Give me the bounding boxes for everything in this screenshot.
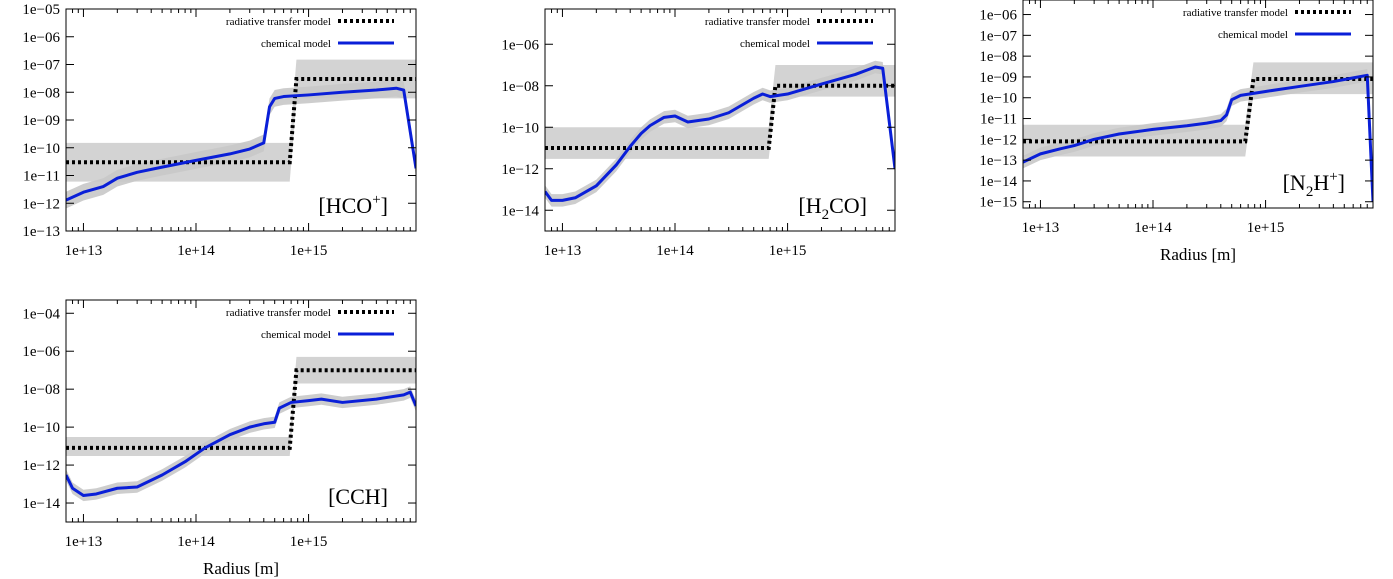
molecule-label: [HCO+]	[318, 192, 388, 218]
legend-label-rt: radiative transfer model	[226, 16, 331, 28]
x-tick-label: 1e+13	[65, 243, 103, 259]
y-tick-label: 1e−11	[23, 169, 60, 185]
legend-label-chem: chemical model	[261, 329, 331, 341]
x-tick-label: 1e+14	[656, 243, 694, 259]
molecule-label: [CCH]	[328, 484, 388, 509]
y-tick-label: 1e−06	[979, 8, 1017, 24]
panel-n2hplus: 1e+13 1e+14 1e+15 1e−06 1e−07 1e−08 1e−09 1e−10…	[979, 0, 1373, 264]
legend-label-chem: chemical model	[740, 38, 810, 50]
y-tick-label: 1e−11	[980, 112, 1017, 128]
x-tick-label: 1e+13	[544, 243, 582, 259]
y-tick-label: 1e−08	[501, 79, 539, 95]
x-tick-label: 1e+14	[177, 243, 215, 259]
y-tick-label: 1e−12	[501, 162, 539, 178]
y-tick-label: 1e−15	[979, 195, 1017, 211]
y-tick-label: 1e−10	[22, 141, 60, 157]
x-tick-label: 1e+14	[177, 534, 215, 550]
x-tick-label: 1e+14	[1134, 220, 1172, 236]
y-tick-label: 1e−04	[22, 306, 60, 322]
panel-h2co: 1e+13 1e+14 1e+15 1e−06 1e−08 1e−10 1e−12 1e−14…	[501, 9, 895, 259]
y-tick-label: 1e−05	[22, 2, 60, 18]
y-tick-label: 1e−08	[22, 85, 60, 101]
x-tick-label: 1e+13	[1022, 220, 1060, 236]
y-tick-label: 1e−07	[979, 28, 1017, 44]
x-tick-label: 1e+15	[290, 534, 328, 550]
x-tick-label: 1e+15	[769, 243, 807, 259]
y-tick-label: 1e−06	[22, 30, 60, 46]
y-tick-label: 1e−09	[22, 113, 60, 129]
y-tick-label: 1e−14	[501, 203, 539, 219]
y-tick-label: 1e−08	[22, 382, 60, 398]
y-tick-label: 1e−10	[501, 120, 539, 136]
plot-area	[66, 357, 416, 501]
y-tick-label: 1e−06	[22, 344, 60, 360]
x-axis-title: Radius [m]	[203, 559, 279, 578]
y-tick-label: 1e−14	[22, 496, 60, 512]
legend-label-rt: radiative transfer model	[705, 16, 810, 28]
x-tick-label: 1e+15	[290, 243, 328, 259]
legend-label-chem: chemical model	[261, 38, 331, 50]
plot-area	[545, 61, 895, 207]
y-tick-label: 1e−09	[979, 70, 1017, 86]
y-tick-label: 1e−07	[22, 58, 60, 74]
legend-label-chem: chemical model	[1218, 29, 1288, 41]
y-tick-label: 1e−13	[22, 224, 60, 240]
molecule-label: [N2H+]	[1283, 169, 1345, 200]
x-tick-label: 1e+15	[1247, 220, 1285, 236]
legend-label-rt: radiative transfer model	[1183, 7, 1288, 19]
y-tick-label: 1e−12	[22, 458, 60, 474]
plot-area	[66, 60, 416, 209]
molecule-label: [H2CO]	[798, 193, 867, 223]
x-axis-title: Radius [m]	[1160, 245, 1236, 264]
y-tick-label: 1e−12	[22, 196, 60, 212]
y-tick-label: 1e−10	[979, 91, 1017, 107]
y-tick-label: 1e−14	[979, 174, 1017, 190]
legend-label-rt: radiative transfer model	[226, 307, 331, 319]
y-tick-label: 1e−13	[979, 153, 1017, 169]
y-tick-label: 1e−12	[979, 132, 1017, 148]
panel-cch: 1e+13 1e+14 1e+15 1e−04 1e−06 1e−08 1e−10 1e−12…	[22, 300, 416, 578]
y-tick-label: 1e−10	[22, 420, 60, 436]
x-tick-label: 1e+13	[65, 534, 103, 550]
y-tick-label: 1e−06	[501, 37, 539, 53]
panel-hcoplus: 1e+13 1e+14 1e+15 1e−05 1e−06 1e−07 1e−08 1e−09…	[22, 2, 416, 259]
y-tick-label: 1e−08	[979, 49, 1017, 65]
